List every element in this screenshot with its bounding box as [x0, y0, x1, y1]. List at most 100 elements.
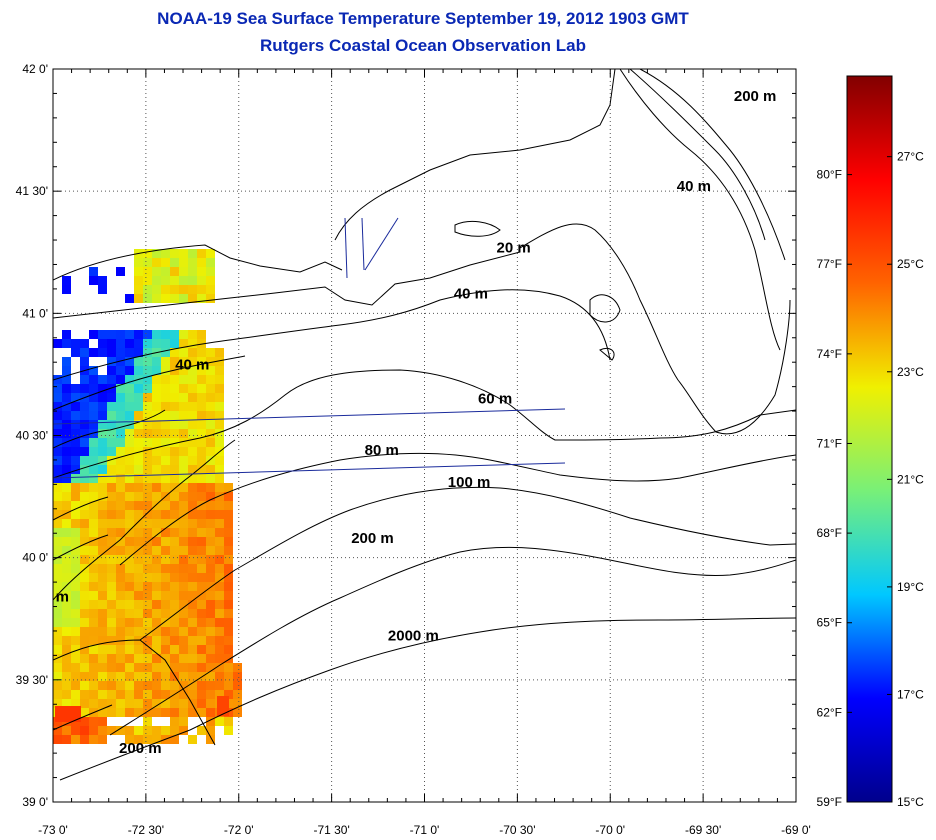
sst-cell — [215, 690, 224, 699]
sst-cell — [107, 519, 116, 528]
sst-cell — [179, 519, 188, 528]
sst-cell — [197, 357, 206, 366]
sst-cell — [62, 420, 71, 429]
lon-tick-label: -73 0' — [38, 823, 68, 837]
sst-cell — [116, 573, 125, 582]
sst-cell — [89, 618, 98, 627]
sst-cell — [98, 528, 107, 537]
sst-cell — [116, 600, 125, 609]
sst-cell — [197, 636, 206, 645]
sst-cell — [98, 645, 107, 654]
sst-cell — [152, 573, 161, 582]
sst-cell — [80, 708, 89, 717]
sst-cell — [197, 690, 206, 699]
sst-cell — [134, 663, 143, 672]
contour-inner-shelf — [53, 496, 109, 561]
sst-cell — [152, 483, 161, 492]
sst-cell — [116, 690, 125, 699]
sst-cell — [107, 537, 116, 546]
sst-cell — [80, 582, 89, 591]
sst-cell — [116, 420, 125, 429]
sst-cell — [116, 726, 125, 735]
sst-cell — [170, 267, 179, 276]
sst-cell — [179, 456, 188, 465]
sst-cell — [125, 582, 134, 591]
sst-cell — [206, 411, 215, 420]
sst-cell — [179, 555, 188, 564]
sst-cell — [134, 573, 143, 582]
sst-cell — [143, 411, 152, 420]
sst-cell — [152, 582, 161, 591]
sst-cell — [215, 393, 224, 402]
sst-cell — [89, 465, 98, 474]
sst-cell — [62, 429, 71, 438]
sst-cell — [89, 600, 98, 609]
sst-cell — [152, 555, 161, 564]
sst-cell — [206, 510, 215, 519]
sst-cell — [197, 672, 206, 681]
coastline-and-bathymetry — [53, 69, 796, 781]
sst-cell — [80, 609, 89, 618]
sst-cell — [80, 645, 89, 654]
sst-cell — [62, 609, 71, 618]
sst-cell — [233, 699, 242, 708]
sst-raster — [53, 249, 242, 744]
sst-cell — [170, 564, 179, 573]
sst-cell — [233, 708, 242, 717]
sst-cell — [206, 420, 215, 429]
sst-cell — [134, 357, 143, 366]
sst-cell — [161, 402, 170, 411]
sst-cell — [125, 456, 134, 465]
sst-cell — [53, 555, 62, 564]
sst-cell — [215, 402, 224, 411]
sst-cell — [89, 519, 98, 528]
sst-cell — [116, 537, 125, 546]
sst-cell — [125, 393, 134, 402]
fahrenheit-tick-label: 71°F — [817, 436, 842, 450]
sst-cell — [98, 555, 107, 564]
sst-cell — [62, 699, 71, 708]
sst-cell — [206, 618, 215, 627]
sst-cell — [152, 492, 161, 501]
sst-cell — [116, 438, 125, 447]
sst-cell — [143, 501, 152, 510]
sst-cell — [152, 681, 161, 690]
sst-cell — [206, 294, 215, 303]
sst-cell — [197, 573, 206, 582]
sst-cell — [215, 717, 224, 726]
sst-cell — [197, 276, 206, 285]
sst-cell — [62, 357, 71, 366]
sst-cell — [197, 645, 206, 654]
sst-cell — [179, 600, 188, 609]
sst-cell — [215, 654, 224, 663]
sst-cell — [152, 609, 161, 618]
sst-cell — [224, 726, 233, 735]
sst-cell — [161, 447, 170, 456]
sst-cell — [188, 663, 197, 672]
sst-cell — [116, 501, 125, 510]
sst-cell — [206, 708, 215, 717]
sst-cell — [53, 672, 62, 681]
sst-cell — [134, 456, 143, 465]
sst-cell — [206, 357, 215, 366]
sst-cell — [179, 627, 188, 636]
sst-cell — [134, 483, 143, 492]
sst-cell — [80, 690, 89, 699]
sst-cell — [116, 546, 125, 555]
sst-cell — [206, 483, 215, 492]
sst-cell — [215, 627, 224, 636]
sst-cell — [134, 402, 143, 411]
sst-cell — [233, 663, 242, 672]
sst-cell — [89, 582, 98, 591]
sst-cell — [116, 474, 125, 483]
sst-cell — [89, 717, 98, 726]
sst-cell — [215, 492, 224, 501]
sst-cell — [143, 546, 152, 555]
sst-cell — [98, 510, 107, 519]
sst-cell — [116, 627, 125, 636]
sst-cell — [116, 681, 125, 690]
sst-cell — [143, 663, 152, 672]
sst-cell — [134, 591, 143, 600]
sst-cell — [89, 537, 98, 546]
celsius-tick-label: 23°C — [897, 365, 924, 379]
